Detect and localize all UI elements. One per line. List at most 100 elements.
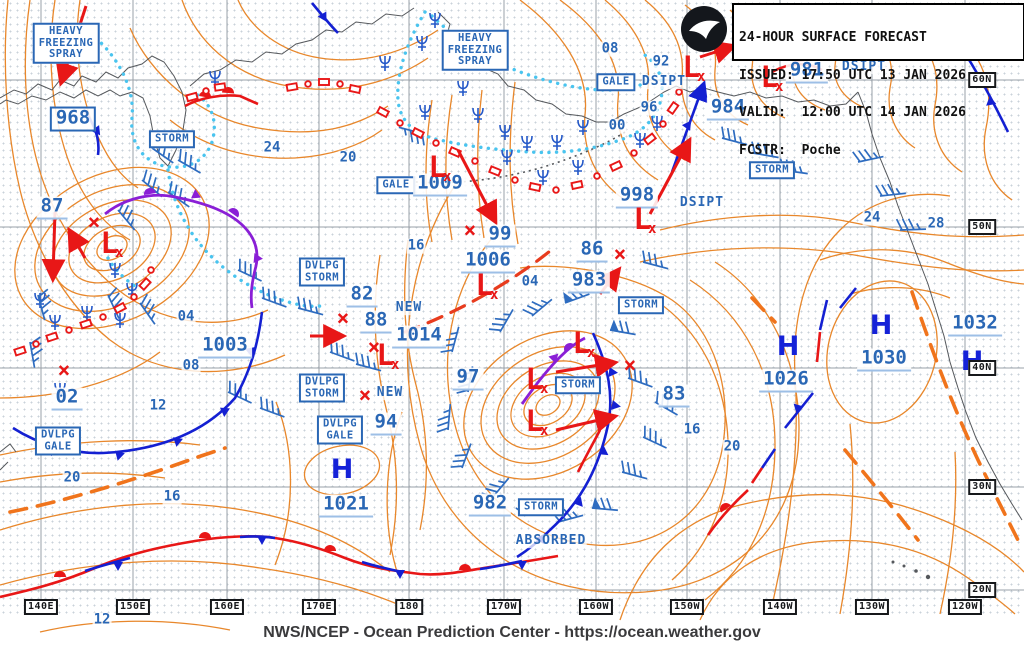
high-center-marker: H [776, 331, 800, 362]
forecast-position-x: × [613, 242, 627, 266]
warning-label: DVLPG GALE [34, 426, 82, 456]
warning-label: GALE [596, 73, 636, 91]
low-center-marker: Lx [376, 338, 400, 374]
pressure-value: 984 [706, 97, 750, 121]
pressure-value: 1026 [759, 369, 813, 393]
warning-label: HEAVY FREEZING SPRAY [32, 22, 100, 64]
high-center-marker: H [330, 454, 354, 485]
low-sub-x: x [540, 423, 549, 439]
graticule-gridlines [0, 0, 1024, 614]
isobar-label: 20 [722, 438, 742, 455]
stationary-front [0, 532, 559, 599]
isobar-label: 92 [651, 53, 671, 70]
forecast-position-x: × [463, 218, 477, 242]
low-sub-x: x [648, 221, 657, 237]
isobar-label: 08 [181, 357, 201, 374]
low-sub-x: x [775, 79, 784, 95]
annotation-label: ABSORBED [515, 533, 587, 549]
footer-credit: NWS/NCEP - Ocean Prediction Center - htt… [263, 624, 761, 641]
lat-label-30N: 30N [968, 479, 996, 495]
noaa-logo-icon [681, 6, 727, 52]
annotation-label: DSIPT [679, 195, 725, 211]
lon-label-140E: 140E [23, 599, 59, 615]
low-sub-x: x [443, 169, 452, 185]
pressure-value: 02 [51, 387, 83, 411]
lat-label-20N: 20N [968, 582, 996, 598]
lon-label-120W: 120W [947, 599, 983, 615]
annotation-label: NEW [395, 300, 423, 316]
forecast-position-x: × [336, 306, 350, 330]
low-sub-x: x [490, 287, 499, 303]
warning-label: HEAVY FREEZING SPRAY [441, 29, 509, 71]
isobar-label: 16 [162, 488, 182, 505]
forecast-title-box: 24-HOUR SURFACE FORECAST ISSUED: 17:50 U… [732, 3, 1024, 156]
isobar-label: 24 [862, 209, 882, 226]
pressure-value: 1030 [857, 348, 911, 372]
low-center-marker: Lx [633, 202, 657, 238]
pressure-value: 99 [484, 224, 516, 248]
valid-line: VALID: 12:00 UTC 14 JAN 2026 [739, 105, 966, 120]
isobar-label: 24 [262, 139, 282, 156]
low-center-marker: Lx [428, 150, 452, 186]
pressure-value: 97 [452, 367, 484, 391]
pressure-value: 94 [370, 412, 402, 436]
warning-label: STORM [554, 376, 602, 394]
lon-label-160E: 160E [209, 599, 245, 615]
low-sub-x: x [540, 381, 549, 397]
forecaster-line: FCSTR: Poche [739, 142, 841, 158]
dissipating-fronts [13, 78, 683, 357]
pressure-value: 968 [49, 106, 97, 132]
isobar-label: 28 [926, 215, 946, 232]
pressure-value: 82 [346, 284, 378, 308]
forecast-position-x: × [87, 210, 101, 234]
movement-arrows [41, 5, 738, 433]
warning-label: DVLPG STORM [298, 373, 346, 403]
low-center-marker: Lx [760, 60, 784, 96]
pressure-value: 1021 [319, 494, 373, 518]
lon-label-160W: 160W [578, 599, 614, 615]
pressure-value: 1032 [948, 313, 1002, 337]
isobar-label: 16 [682, 421, 702, 438]
forecast-position-x: × [623, 353, 637, 377]
trough-lines [8, 290, 1024, 550]
pressure-value: 1009 [413, 173, 467, 197]
low-sub-x: x [587, 345, 596, 361]
red-dashed-trough [403, 245, 557, 334]
pressure-value: 83 [658, 384, 690, 408]
low-sub-x: x [115, 245, 124, 261]
isobar-label: 12 [148, 397, 168, 414]
warning-label: STORM [617, 296, 665, 314]
lon-label-150E: 150E [115, 599, 151, 615]
hawaii-islands [891, 560, 931, 580]
high-center-marker: H [869, 310, 893, 341]
isobar-label: 12 [92, 611, 112, 628]
issued-line: ISSUED: 17:50 UTC 13 JAN 2026 [739, 67, 966, 83]
isobar-label: 08 [600, 40, 620, 57]
pressure-value: 1006 [461, 250, 515, 274]
isobar-label: 16 [406, 237, 426, 254]
warning-label: DVLPG GALE [316, 415, 364, 445]
low-center-marker: Lx [682, 50, 706, 86]
isobar-label: 04 [520, 273, 540, 290]
occluded-fronts [104, 187, 586, 405]
warning-label: STORM [148, 130, 196, 148]
isobar-label: 00 [607, 117, 627, 134]
lat-label-50N: 50N [968, 219, 996, 235]
pressure-value: 1003 [198, 335, 252, 359]
isobar-label: 20 [338, 149, 358, 166]
low-center-marker: Lx [572, 326, 596, 362]
isobar-label: 04 [176, 308, 196, 325]
annotation-label: DSIPT [641, 74, 687, 90]
lon-label-140W: 140W [762, 599, 798, 615]
lat-label-60N: 60N [968, 72, 996, 88]
low-center-marker: Lx [525, 404, 549, 440]
annotation-label: NEW [376, 385, 404, 401]
warning-label: DVLPG STORM [298, 257, 346, 287]
lon-label-180: 180 [395, 599, 423, 615]
forecast-position-x: × [367, 335, 381, 359]
lon-label-170E: 170E [301, 599, 337, 615]
isobar-label: 96 [639, 99, 659, 116]
chart-title: 24-HOUR SURFACE FORECAST [739, 30, 927, 45]
forecast-position-x: × [57, 358, 71, 382]
lon-label-150W: 150W [669, 599, 705, 615]
